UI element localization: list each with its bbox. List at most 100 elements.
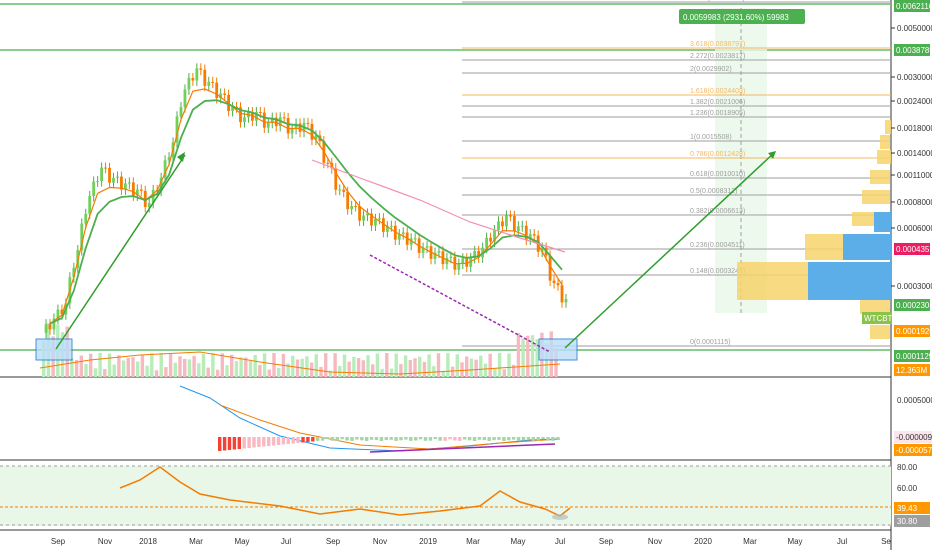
volume-bar: [272, 353, 276, 377]
volume-bar: [361, 360, 365, 377]
price-badge-label: 0.0001920: [896, 327, 932, 336]
candle-body: [100, 167, 103, 182]
volume-bar: [347, 361, 351, 377]
macd-histogram-bar: [267, 437, 271, 446]
macd-badge: [894, 444, 932, 456]
rsi-low-marker: [552, 514, 568, 520]
candle-body: [239, 107, 242, 123]
candle-body: [199, 68, 203, 70]
candle-body: [457, 263, 461, 270]
macd-histogram-bar: [521, 437, 526, 441]
candle-body: [52, 318, 56, 330]
macd-histogram-bar: [507, 437, 511, 441]
volume-bar: [277, 367, 281, 377]
macd-divergence-line: [369, 443, 556, 453]
price-badge: [894, 44, 930, 56]
volume-profile-bar: [877, 150, 891, 164]
candle-body: [556, 283, 560, 286]
candle-body: [92, 181, 96, 197]
candle-body: [473, 250, 477, 258]
volume-bar: [234, 361, 239, 377]
candle-body: [88, 196, 92, 214]
candle-body: [60, 309, 64, 315]
volume-bar: [168, 354, 173, 377]
candle-body: [243, 117, 246, 123]
macd-histogram-bar: [345, 437, 349, 441]
candle-body: [397, 234, 401, 240]
candle-body: [505, 215, 508, 227]
volume-bar: [427, 354, 431, 377]
macd-histogram-bar: [482, 437, 486, 441]
x-axis-tick-label: May: [510, 537, 525, 546]
volume-bar: [225, 365, 229, 377]
candle-body: [342, 189, 346, 192]
price-badges: 0.0062116 0.0038789 0.0004357 0.0002305 WTCB…: [679, 0, 932, 527]
candle-body: [310, 123, 314, 140]
candle-body: [215, 82, 219, 99]
candle-body: [548, 255, 552, 281]
price-badge-label: 0.0001129: [896, 352, 932, 361]
rsi-panel: [119, 466, 571, 520]
price-badge: [894, 243, 930, 255]
candle-body: [139, 189, 143, 191]
price-badge: [894, 350, 930, 362]
macd-badge-label: -0.0000091: [896, 433, 932, 442]
uptrend-arrow-left: [55, 154, 186, 350]
x-axis-tick-label: May: [787, 537, 802, 546]
candle-body: [413, 238, 417, 240]
ema-fast-line: [49, 88, 563, 325]
uptrend-arrowhead-right: [768, 151, 776, 159]
candle-body: [266, 122, 270, 128]
candle-body: [254, 112, 258, 121]
volume-bar: [352, 356, 356, 377]
macd-histogram-bar: [423, 437, 428, 441]
fib-level-label: 1.236(0.0018905): [690, 110, 745, 117]
macd-histogram-bar: [355, 437, 359, 440]
macd-histogram-bar: [497, 437, 501, 440]
macd-histogram-bar: [472, 437, 477, 441]
candle-body: [282, 117, 286, 119]
volume-bar: [253, 354, 257, 377]
candle-body: [528, 234, 532, 240]
uptrend-arrowhead-left: [177, 152, 185, 162]
volume-bar: [413, 358, 417, 377]
macd-histogram-bar: [414, 437, 418, 441]
macd-histogram-bar: [311, 437, 315, 442]
price-divergence-line: [369, 254, 551, 353]
candle-body: [409, 238, 413, 245]
candle-body: [183, 89, 187, 108]
fib-level-label: 0.618(0.0010010): [690, 171, 745, 178]
macd-histogram-bar: [252, 437, 256, 448]
volume-bar: [239, 357, 243, 377]
macd-histogram-bar: [512, 437, 516, 440]
volume-bar: [183, 358, 187, 377]
macd-histogram-bar: [232, 437, 237, 450]
macd-histogram-bar: [467, 437, 472, 441]
candle-body: [44, 324, 48, 333]
macd-histogram-bar: [325, 437, 330, 440]
volume-bar: [502, 369, 506, 377]
candle-body: [461, 258, 465, 264]
candle-body: [338, 189, 342, 191]
volume-bar: [126, 357, 130, 377]
fib-level-label: 1.382(0.0021006): [690, 99, 745, 106]
fib-level-label: 0.382(0.0006613): [690, 208, 745, 215]
macd-histogram-bar: [365, 437, 369, 441]
y-axis-tick-label: 0.0014000: [897, 149, 932, 158]
candle-body: [362, 215, 365, 221]
price-badge: [894, 0, 930, 12]
macd-histogram-bar: [502, 437, 506, 441]
moving-averages: [49, 88, 566, 325]
volume-bar: [338, 365, 342, 377]
candle-body: [159, 177, 163, 191]
volume-bar: [145, 365, 149, 377]
candle-body: [437, 251, 441, 253]
candle-body: [131, 182, 135, 196]
volume-bar: [121, 360, 126, 377]
volume-bar: [220, 353, 224, 377]
fib-level-label: 1(0.0015508): [690, 134, 732, 141]
volume-bar: [512, 364, 516, 377]
macd-histogram-bar: [453, 437, 457, 441]
volume-bar: [267, 369, 271, 377]
macd-badge-label: -0.0000578: [896, 446, 932, 455]
